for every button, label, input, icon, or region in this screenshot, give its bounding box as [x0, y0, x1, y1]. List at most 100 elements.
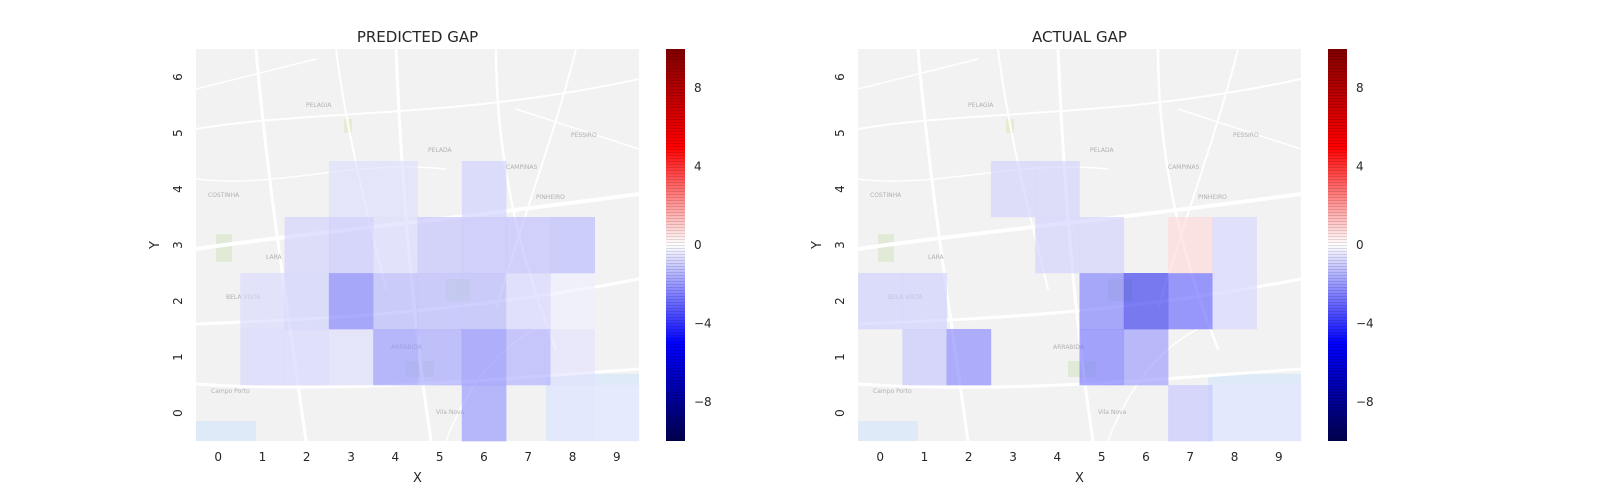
heatmap-cell — [328, 161, 374, 218]
x-tick-label: 3 — [1009, 450, 1017, 464]
heatmap-cell — [461, 385, 507, 442]
x-tick-label: 8 — [1231, 450, 1239, 464]
colorbar-tick-label: −4 — [1356, 316, 1374, 330]
heatmap-cell — [550, 385, 595, 442]
heatmap-cell — [1212, 273, 1257, 330]
y-axis-label: Y — [148, 241, 163, 250]
y-tick-label: 4 — [833, 185, 847, 193]
x-tick-label: 7 — [1186, 450, 1194, 464]
map-overlay — [196, 49, 639, 441]
heatmap-cell — [284, 329, 330, 386]
y-tick-label: 0 — [171, 409, 185, 417]
x-tick-label: 6 — [480, 450, 488, 464]
heatmap-cell — [594, 385, 640, 442]
heatmap-cell — [240, 273, 285, 330]
heatmap-cell — [373, 161, 418, 218]
heatmap-cell — [417, 329, 463, 386]
x-tick-label: 0 — [214, 450, 222, 464]
heatmap-cell — [417, 273, 463, 330]
heatmap-cell — [550, 273, 595, 330]
heatmap-cell — [1256, 385, 1302, 442]
heatmap-cell — [506, 273, 551, 330]
x-tick-label: 1 — [921, 450, 929, 464]
x-tick-label: 5 — [1098, 450, 1106, 464]
x-tick-label: 9 — [1275, 450, 1283, 464]
y-tick-label: 4 — [171, 185, 185, 193]
x-axis-label: X — [1075, 471, 1084, 486]
heatmap-cell — [902, 329, 947, 386]
colorbar-tick-label: 8 — [694, 81, 702, 95]
colorbar-tick-label: 0 — [694, 238, 702, 252]
chart-title: PREDICTED GAP — [357, 28, 478, 46]
y-tick-label: 2 — [833, 297, 847, 305]
colorbar-banding — [666, 49, 685, 441]
heatmap-cell — [461, 217, 507, 274]
heatmap-cell — [1123, 329, 1169, 386]
x-tick-label: 6 — [1142, 450, 1150, 464]
heatmap-cell — [373, 329, 418, 386]
x-tick-label: 4 — [1054, 450, 1062, 464]
y-tick-label: 3 — [171, 241, 185, 249]
heatmap-cell — [240, 329, 285, 386]
x-tick-label: 7 — [524, 450, 532, 464]
heatmap-cell — [461, 161, 507, 218]
y-tick-label: 5 — [171, 129, 185, 137]
y-tick-label: 2 — [171, 297, 185, 305]
colorbar-tick-label: −8 — [1356, 395, 1374, 409]
colorbar-tick-label: 8 — [1356, 81, 1364, 95]
x-tick-label: 0 — [876, 450, 884, 464]
y-tick-label: 0 — [833, 409, 847, 417]
y-tick-label: 5 — [833, 129, 847, 137]
heatmap-cell — [1079, 329, 1125, 386]
heatmap-panel-2: ACTUAL GAP 0 1 2 3 4 5 6 7 8 9 0 1 2 3 4 5 6 X Y 8 4 0 −4 −8 — [810, 28, 1374, 486]
y-tick-label: 1 — [171, 353, 185, 361]
heatmap-cell — [328, 273, 374, 330]
heatmap-cell — [1212, 217, 1257, 274]
heatmap-cell — [1212, 385, 1257, 442]
heatmap-cell — [550, 217, 595, 274]
colorbar-tick-label: −8 — [694, 395, 712, 409]
x-tick-label: 1 — [259, 450, 267, 464]
colorbar-tick-label: 4 — [694, 160, 702, 174]
heatmap-cell — [417, 217, 463, 274]
y-tick-label: 6 — [833, 73, 847, 81]
x-tick-label: 3 — [347, 450, 355, 464]
colorbar-banding — [1328, 49, 1347, 441]
heatmap-cell — [1079, 273, 1125, 330]
heatmap-panel-1: PREDICTED GAP 0 1 2 3 4 5 6 7 8 9 0 1 2 3 4 5 6 X Y 8 4 0 −4 −8 — [148, 28, 712, 486]
heatmap-cell — [1168, 217, 1213, 274]
y-tick-label: 3 — [833, 241, 847, 249]
heatmap-cell — [284, 273, 330, 330]
heatmap-cell — [858, 273, 903, 330]
heatmap-cell — [461, 329, 507, 386]
heatmap-cell — [946, 329, 992, 386]
heatmap-cell — [990, 161, 1036, 218]
heatmap-cell — [1123, 273, 1169, 330]
heatmap-cell — [902, 273, 947, 330]
heatmap-cell — [550, 329, 595, 386]
heatmap-cell — [328, 329, 374, 386]
y-tick-label: 1 — [833, 353, 847, 361]
heatmap-cell — [506, 329, 551, 386]
heatmap-cell — [328, 217, 374, 274]
heatmap-cell — [284, 217, 330, 274]
heatmap-cell — [1035, 161, 1080, 218]
colorbar-tick-label: −4 — [694, 316, 712, 330]
heatmap-cell — [373, 217, 418, 274]
x-tick-label: 2 — [965, 450, 973, 464]
x-tick-label: 8 — [569, 450, 577, 464]
x-tick-label: 9 — [613, 450, 621, 464]
y-axis-label: Y — [810, 241, 825, 250]
heatmap-cell — [1079, 217, 1125, 274]
x-tick-label: 5 — [436, 450, 444, 464]
heatmap-cell — [373, 273, 418, 330]
colorbar-tick-label: 4 — [1356, 160, 1364, 174]
colorbar-tick-label: 0 — [1356, 238, 1364, 252]
y-tick-label: 6 — [171, 73, 185, 81]
chart-title: ACTUAL GAP — [1032, 28, 1127, 46]
heatmap-cell — [1168, 385, 1213, 442]
x-tick-label: 4 — [392, 450, 400, 464]
heatmap-cell — [1035, 217, 1080, 274]
x-axis-label: X — [413, 471, 422, 486]
